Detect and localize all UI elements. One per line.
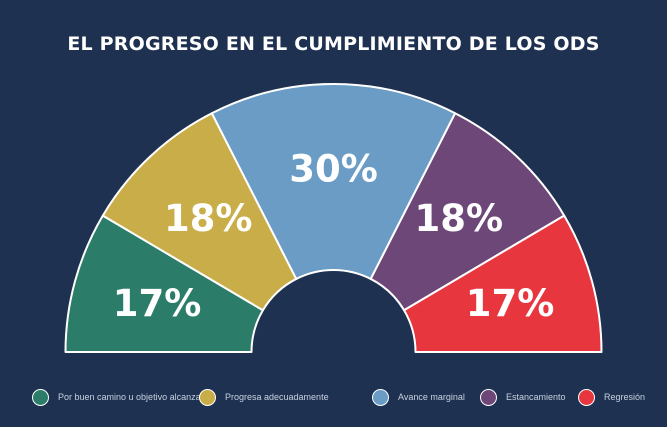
slice-avance-marginal	[210, 83, 457, 280]
legend-item-regression: Regresión	[578, 386, 645, 408]
slice-value-label: 17%	[113, 282, 202, 325]
slice-value-label: 17%	[466, 282, 555, 325]
legend-swatch	[372, 388, 389, 406]
slice-value-label: 18%	[164, 197, 253, 240]
chart-legend: Por buen camino u objetivo alcanzado Pro…	[32, 386, 652, 408]
chart-title: EL PROGRESO EN EL CUMPLIMIENTO DE LOS OD…	[67, 33, 600, 55]
legend-label: Progresa adecuadamente	[225, 392, 329, 402]
slice-progresa-adecuadamente	[101, 112, 298, 312]
legend-label: Estancamiento	[506, 392, 566, 402]
legend-label: Por buen camino u objetivo alcanzado	[58, 392, 211, 402]
legend-item-marginal-progress: Avance marginal	[372, 386, 465, 408]
legend-swatch	[480, 388, 497, 406]
slice-regresion	[403, 214, 603, 353]
slice-value-label: 30%	[289, 148, 378, 191]
legend-label: Regresión	[604, 392, 646, 402]
legend-swatch	[199, 388, 216, 406]
legend-item-adequate-progress: Progresa adecuadamente	[199, 386, 329, 408]
legend-swatch	[32, 388, 49, 406]
legend-item-on-track: Por buen camino u objetivo alcanzado	[32, 386, 211, 408]
slice-estancamiento	[369, 112, 566, 312]
legend-item-stagnation: Estancamiento	[480, 386, 566, 408]
legend-label: Avance marginal	[398, 392, 465, 402]
legend-swatch	[578, 388, 595, 406]
slice-value-label: 18%	[414, 197, 503, 240]
slice-por-buen-camino-u-objetivo-alcanzado	[64, 214, 264, 353]
